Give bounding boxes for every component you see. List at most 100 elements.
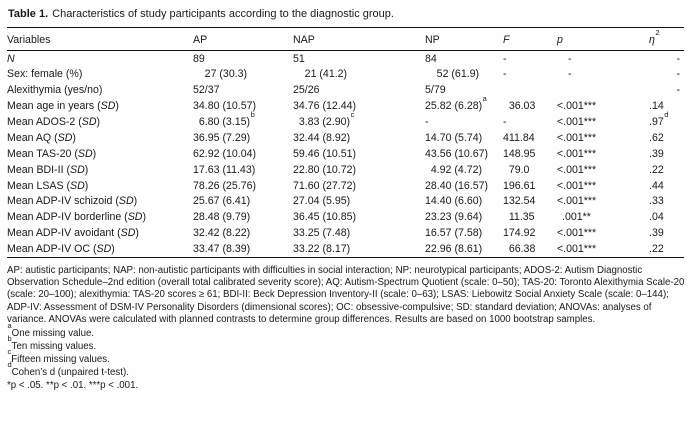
cell-f: 148.95 (503, 147, 536, 160)
cell-p: <.001*** (557, 163, 597, 176)
table-row: N 89 51 84 - - - (7, 51, 684, 67)
table-row: Mean TAS-20 (SD) 62.92 (10.04) 59.46 (10.5… (7, 146, 684, 162)
cell-np: - (425, 116, 429, 128)
table-row: Mean BDI-II (SD) 17.63 (11.43) 22.80 (10.7… (7, 162, 684, 178)
column-header-ap: AP (193, 34, 208, 46)
cell-f: 66.38 (508, 242, 536, 255)
table-row: Mean ADP-IV avoidant (SD) 32.42 (8.22) 33.… (7, 225, 684, 241)
cell-p: .001** (562, 211, 591, 224)
cell-variable: Mean ADP-IV borderline (SD) (7, 211, 146, 224)
cell-nap: 34.76 (12.44) (293, 100, 357, 113)
footnote-abbreviations: AP: autistic participants; NAP: non-auti… (7, 264, 685, 326)
cell-p: <.001*** (557, 131, 597, 144)
cell-f: 79.0 (508, 163, 530, 176)
cell-eta: .97d (649, 109, 669, 128)
table-row: Mean age in years (SD) 34.80 (10.57) 34.76… (7, 95, 684, 114)
footnote-note: aOne missing value. (7, 320, 95, 339)
cell-np: 4.92 (4.72) (430, 163, 483, 176)
cell-ap: 89 (193, 52, 205, 65)
cell-nap: 25/26 (293, 84, 320, 97)
cell-p: <.001*** (557, 195, 597, 208)
cell-np: 23.23 (9.64) (425, 211, 483, 224)
cell-variable: N (7, 52, 15, 65)
footnote-note: cFifteen missing values. (7, 346, 110, 365)
column-header-nap: NAP (293, 34, 315, 46)
cell-ap: 36.95 (7.29) (193, 131, 251, 144)
cell-nap: 3.83 (2.90)c (298, 109, 355, 128)
cell-np: 16.57 (7.58) (425, 227, 483, 240)
table-row: Mean LSAS (SD) 78.26 (25.76) 71.60 (27.72)… (7, 178, 684, 194)
cell-np: 43.56 (10.67) (425, 147, 489, 160)
cell-p (557, 82, 621, 98)
cell-nap: 36.45 (10.85) (293, 211, 357, 224)
cell-variable: Mean LSAS (SD) (7, 179, 89, 192)
cell-f: - (503, 116, 507, 128)
footnote-note: bTen missing values. (7, 333, 97, 352)
cell-variable: Mean age in years (SD) (7, 100, 119, 113)
cell-np: 22.96 (8.61) (425, 242, 483, 255)
significance-note: *p < .05. **p < .01. ***p < .001. (7, 379, 139, 391)
cell-np: 14.70 (5.74) (425, 131, 483, 144)
cell-f: 11.35 (508, 211, 535, 224)
cell-f: 196.61 (503, 179, 536, 192)
cell-ap: 27 (30.3) (204, 68, 248, 81)
cell-np: 84 (425, 52, 437, 65)
cell-eta: - (676, 84, 680, 97)
cell-eta: - (676, 68, 680, 81)
cell-p: <.001*** (557, 100, 597, 113)
cell-p: - (568, 68, 572, 81)
cell-np: 52 (61.9) (436, 68, 480, 81)
table-row: Mean AQ (SD) 36.95 (7.29) 32.44 (8.92) 14.7… (7, 130, 684, 146)
table-row: Sex: female (%) 27 (30.3) 21 (41.2) 52 (61.… (7, 66, 684, 82)
cell-f (503, 82, 557, 98)
cell-f: - (503, 68, 507, 81)
footnote-note: dCohen’s d (unpaired t-test). (7, 359, 129, 378)
cell-variable: Mean ADP-IV OC (SD) (7, 242, 115, 255)
cell-p: - (568, 52, 572, 65)
cell-np: 28.40 (16.57) (425, 179, 489, 192)
cell-p: <.001*** (557, 147, 597, 160)
cell-eta: .44 (649, 179, 664, 192)
cell-nap: 32.44 (8.92) (293, 131, 351, 144)
cell-eta: .39 (649, 147, 664, 160)
footnote-notes: aOne missing value. bTen missing values. c… (7, 320, 686, 379)
cell-variable: Mean AQ (SD) (7, 131, 76, 144)
table-title-label: Table 1. (8, 8, 49, 20)
cell-p: <.001*** (557, 242, 597, 255)
cell-np: 5/79 (425, 84, 446, 97)
cell-ap: 17.63 (11.43) (193, 163, 256, 176)
cell-variable: Mean TAS-20 (SD) (7, 147, 97, 160)
cell-nap: 51 (293, 52, 305, 65)
cell-eta: .22 (649, 242, 664, 255)
cell-eta: - (676, 52, 680, 65)
cell-nap: 71.60 (27.72) (293, 179, 357, 192)
cell-f: 132.54 (503, 195, 536, 208)
table-row: Mean ADP-IV schizoid (SD) 25.67 (6.41) 27.… (7, 194, 684, 210)
cell-f: 174.92 (503, 227, 536, 240)
cell-ap: 28.48 (9.79) (193, 211, 251, 224)
cell-ap: 25.67 (6.41) (193, 195, 251, 208)
cell-eta: .04 (649, 211, 664, 224)
cell-nap: 22.80 (10.72) (293, 163, 357, 176)
column-header-np: NP (425, 34, 440, 46)
cell-nap: 59.46 (10.51) (293, 147, 357, 160)
cell-ap: 32.42 (8.22) (193, 227, 251, 240)
cell-nap: 27.04 (5.95) (293, 195, 351, 208)
cell-nap: 33.22 (8.17) (293, 242, 351, 255)
cell-ap: 78.26 (25.76) (193, 179, 257, 192)
cell-variable: Mean BDI-II (SD) (7, 163, 89, 176)
table-title: Table 1. Characteristics of study partici… (8, 8, 684, 20)
table-body: N 89 51 84 - - - Sex: female (%) 27 (30.3) 21 (41… (7, 51, 684, 258)
column-header-f: F (503, 34, 510, 46)
table-footnote: AP: autistic participants; NAP: non-auti… (7, 265, 686, 392)
cell-nap: 21 (41.2) (304, 68, 348, 81)
cell-variable: Mean ADP-IV schizoid (SD) (7, 195, 138, 208)
cell-nap: 33.25 (7.48) (293, 227, 351, 240)
cell-eta: .22 (649, 163, 664, 176)
cell-eta: .62 (649, 131, 664, 144)
cell-ap: 33.47 (8.39) (193, 242, 251, 255)
cell-ap: 34.80 (10.57) (193, 100, 257, 113)
